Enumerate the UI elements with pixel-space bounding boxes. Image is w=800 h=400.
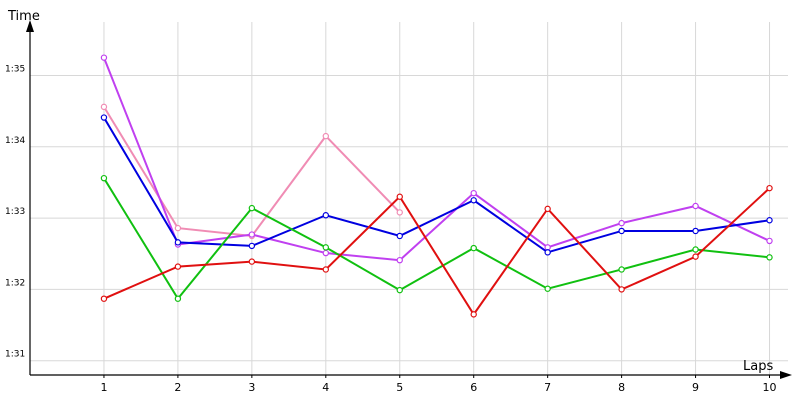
- data-point: [174, 295, 182, 302]
- x-axis-arrow: [780, 371, 792, 379]
- data-point: [248, 204, 256, 212]
- data-point: [470, 311, 477, 318]
- data-point: [544, 249, 551, 256]
- x-tick-label: 4: [322, 381, 329, 394]
- x-tick-label: 5: [396, 381, 403, 394]
- x-tick-label: 3: [248, 381, 255, 394]
- data-point: [396, 193, 403, 200]
- y-axis-title: Time: [7, 9, 40, 24]
- data-point: [766, 237, 773, 245]
- x-tick-label: 7: [544, 381, 551, 394]
- data-point: [544, 205, 551, 213]
- data-point: [470, 189, 477, 197]
- data-point: [248, 242, 256, 250]
- data-point: [100, 174, 108, 182]
- data-point: [174, 239, 182, 246]
- y-tick-label: 1:31: [5, 350, 25, 360]
- data-point: [692, 246, 699, 253]
- data-point: [396, 256, 403, 264]
- data-point: [100, 114, 108, 121]
- data-point: [618, 227, 625, 235]
- x-tick-label: 8: [618, 381, 625, 394]
- x-tick-label: 1: [100, 381, 107, 394]
- data-point: [100, 295, 108, 302]
- data-point: [692, 227, 699, 235]
- series-line: [103, 177, 770, 301]
- x-tick-label: 2: [174, 381, 181, 394]
- data-point: [100, 54, 108, 61]
- series-line: [103, 117, 770, 254]
- y-tick-label: 1:33: [5, 207, 25, 217]
- x-tick-label: 10: [763, 381, 777, 394]
- data-point: [544, 285, 551, 292]
- data-point: [766, 184, 773, 192]
- y-tick-label: 1:34: [5, 136, 25, 146]
- data-point: [766, 217, 773, 224]
- data-point: [766, 254, 773, 261]
- data-point: [396, 209, 403, 216]
- data-point: [322, 266, 330, 273]
- data-point: [322, 244, 330, 251]
- data-point: [692, 202, 699, 210]
- data-point: [692, 253, 699, 260]
- data-point: [322, 249, 330, 257]
- data-point: [174, 224, 182, 232]
- data-point: [174, 263, 182, 270]
- data-point: [618, 219, 625, 227]
- y-axis-arrow: [26, 20, 34, 32]
- series-line: [103, 57, 770, 262]
- data-point: [100, 103, 108, 111]
- data-point: [322, 132, 330, 140]
- x-axis-title: Laps: [743, 359, 773, 374]
- data-point: [470, 244, 477, 252]
- data-point: [618, 286, 625, 293]
- y-tick-label: 1:32: [5, 278, 25, 288]
- x-tick-label: 9: [692, 381, 699, 394]
- data-point: [248, 231, 256, 238]
- data-point: [470, 197, 477, 204]
- y-tick-label: 1:35: [5, 64, 25, 74]
- data-point: [248, 258, 256, 265]
- data-point: [618, 266, 625, 273]
- data-point: [322, 212, 330, 219]
- series-line: [103, 187, 771, 317]
- x-tick-label: 6: [470, 381, 477, 394]
- data-point: [396, 232, 403, 240]
- data-point: [396, 286, 403, 294]
